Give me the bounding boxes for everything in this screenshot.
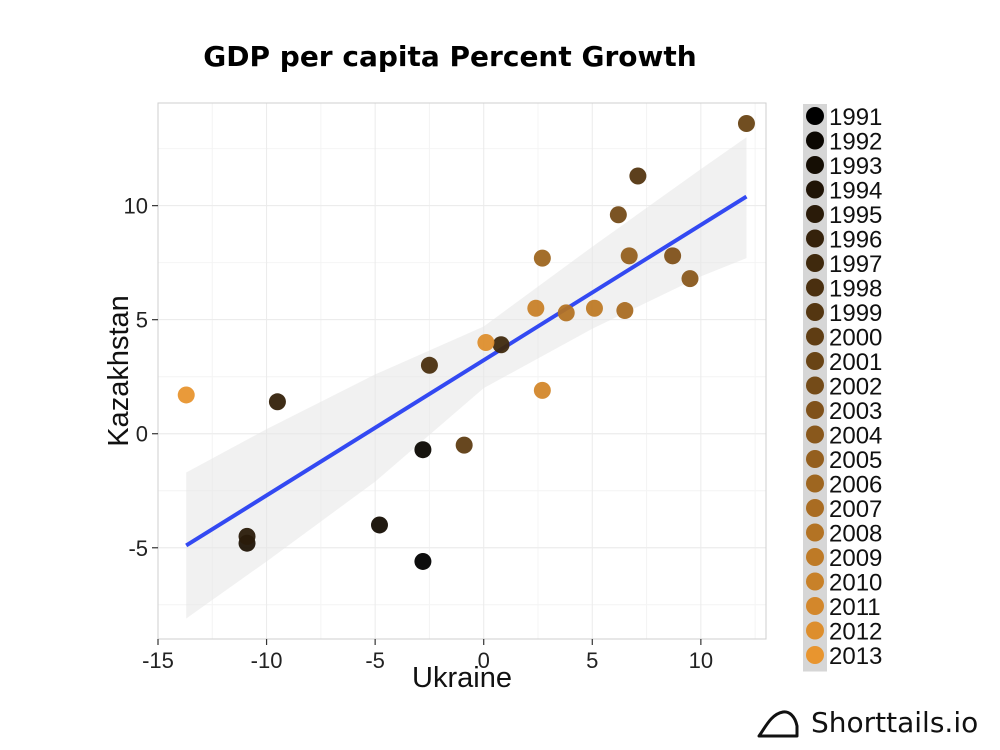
legend-label-2007: 2007 (829, 496, 882, 523)
legend-label-2003: 2003 (829, 398, 882, 425)
legend-key-1992 (806, 132, 824, 150)
data-point-2003 (664, 247, 681, 264)
legend-key-1991 (806, 107, 824, 125)
x-tick-label: 10 (689, 648, 713, 673)
legend-label-1993: 1993 (829, 153, 882, 180)
legend-key-1997 (806, 254, 824, 272)
legend-label-2011: 2011 (829, 594, 881, 621)
legend-key-2000 (806, 328, 824, 346)
x-tick-label: -15 (142, 648, 174, 673)
legend-label-2013: 2013 (829, 643, 882, 670)
x-tick-label: -10 (251, 648, 283, 673)
tail-icon (755, 702, 801, 742)
legend-label-1997: 1997 (829, 251, 882, 278)
y-tick-label: 5 (136, 308, 148, 333)
x-axis-label: Ukraine (412, 662, 512, 694)
legend-label-2002: 2002 (829, 374, 882, 401)
y-tick-label: 0 (136, 422, 148, 447)
legend-key-2005 (806, 450, 824, 468)
data-point-1999 (629, 167, 646, 184)
legend-key-1996 (806, 230, 824, 248)
legend-key-2006 (806, 475, 824, 493)
data-point-1995 (239, 528, 256, 545)
brand-logo: Shorttails.io (755, 700, 978, 744)
legend-label-2009: 2009 (829, 545, 882, 572)
legend-key-2013 (806, 646, 824, 664)
legend-key-2007 (806, 499, 824, 517)
data-point-2011 (534, 382, 551, 399)
legend-label-2000: 2000 (829, 325, 882, 352)
y-tick-label: -5 (128, 536, 148, 561)
data-point-2006 (534, 250, 551, 267)
legend-key-1998 (806, 279, 824, 297)
legend-label-2012: 2012 (829, 619, 882, 646)
legend-label-1994: 1994 (829, 178, 882, 205)
legend-label-2010: 2010 (829, 570, 882, 597)
legend-key-2008 (806, 524, 824, 542)
data-point-1998 (421, 357, 438, 374)
data-point-2007 (616, 302, 633, 319)
legend-label-1995: 1995 (829, 202, 882, 229)
data-point-1993 (371, 516, 388, 533)
legend-key-1994 (806, 181, 824, 199)
legend-key-1995 (806, 205, 824, 223)
legend: 1991199219931994199519961997199819992000… (803, 104, 882, 672)
data-point-2002 (610, 206, 627, 223)
confidence-band (186, 137, 746, 618)
x-tick-label: 5 (586, 648, 598, 673)
data-point-2013 (178, 386, 195, 403)
legend-key-2011 (806, 597, 824, 615)
legend-key-2012 (806, 622, 824, 640)
legend-key-2010 (806, 573, 824, 591)
data-point-2005 (621, 247, 638, 264)
y-axis-label: Kazakhstan (103, 295, 135, 447)
legend-label-2006: 2006 (829, 472, 882, 499)
legend-key-2003 (806, 401, 824, 419)
legend-key-2004 (806, 426, 824, 444)
legend-label-2005: 2005 (829, 447, 882, 474)
legend-key-2009 (806, 548, 824, 566)
legend-label-1999: 1999 (829, 300, 882, 327)
brand-name: Shorttails.io (811, 706, 978, 739)
legend-label-2001: 2001 (829, 349, 882, 376)
data-point-2004 (682, 270, 699, 287)
legend-key-1999 (806, 303, 824, 321)
data-point-2000 (456, 437, 473, 454)
data-point-2012 (477, 334, 494, 351)
trend-line (186, 197, 746, 546)
data-point-1991 (414, 553, 431, 570)
data-point-1997 (493, 336, 510, 353)
legend-key-2002 (806, 377, 824, 395)
data-point-2010 (527, 300, 544, 317)
data-point-2008 (558, 304, 575, 321)
data-point-2009 (586, 300, 603, 317)
legend-label-1996: 1996 (829, 227, 882, 254)
confidence-band-area (186, 137, 746, 618)
y-tick-label: 10 (124, 194, 148, 219)
data-point-2001 (738, 115, 755, 132)
data-point-1992 (414, 441, 431, 458)
legend-key-1993 (806, 156, 824, 174)
legend-label-1991: 1991 (829, 104, 882, 131)
legend-label-1998: 1998 (829, 276, 882, 303)
legend-key-2001 (806, 352, 824, 370)
regression-line (186, 197, 746, 546)
legend-label-1992: 1992 (829, 129, 882, 156)
data-point-1996 (269, 393, 286, 410)
legend-label-2004: 2004 (829, 423, 882, 450)
x-tick-label: -5 (365, 648, 385, 673)
legend-label-2008: 2008 (829, 521, 882, 548)
